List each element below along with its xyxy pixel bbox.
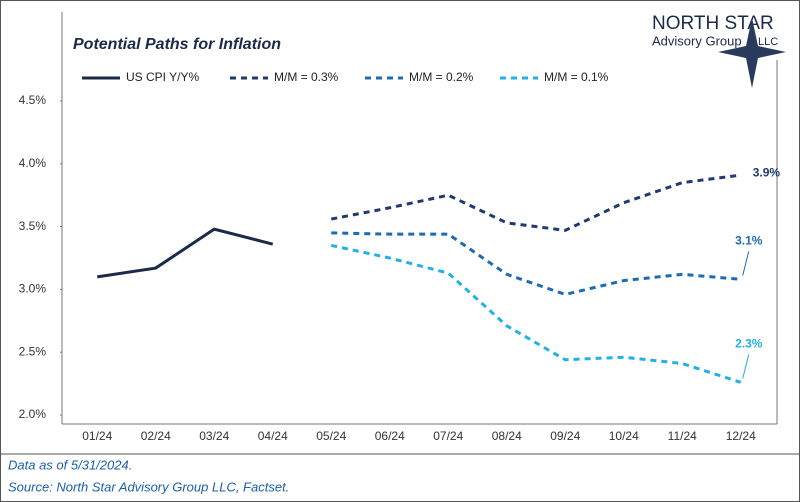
logo-suffix: LLC [758,36,778,48]
legend-label: M/M = 0.3% [274,70,339,84]
x-tick-label: 06/24 [375,429,405,443]
series-line [330,243,742,384]
series-line [331,231,741,296]
legend-label: M/M = 0.1% [544,70,609,84]
y-tick-label: 2.5% [19,344,47,358]
x-tick-label: 09/24 [550,429,580,443]
logo-subtitle: Advisory Group [652,33,742,48]
data-label: 3.9% [753,165,781,179]
y-tick-label: 2.0% [19,407,47,421]
series-line [330,173,741,232]
x-tick-label: 11/24 [668,429,697,443]
legend-label: M/M = 0.2% [409,70,474,84]
x-tick-label: 08/24 [492,429,522,443]
logo-star [718,18,786,88]
chart-title: Potential Paths for Inflation [73,36,281,53]
logo-name: NORTH STAR [652,13,774,34]
x-tick-label: 12/24 [726,429,756,443]
x-tick-label: 02/24 [141,429,171,443]
logo: NORTH STAR Advisory Group LLC [652,13,786,88]
footnote: Data as of 5/31/2024. [8,457,132,472]
leader-line [742,354,750,379]
x-tick-label: 03/24 [199,429,229,443]
footnote: Source: North Star Advisory Group LLC, F… [8,479,289,494]
data-label: 3.1% [735,234,763,248]
y-tick-label: 3.5% [19,219,47,233]
x-tick-label: 05/24 [316,429,346,443]
x-tick-label: 10/24 [609,429,639,443]
data-label: 2.3% [735,337,763,351]
leader-line [742,251,750,276]
legend-label: US CPI Y/Y% [126,70,199,84]
y-tick-label: 4.0% [19,156,47,170]
x-tick-label: 07/24 [433,429,463,443]
y-tick-label: 4.5% [19,93,47,107]
x-tick-label: 04/24 [258,429,288,443]
x-tick-label: 01/24 [82,429,112,443]
series-line [97,227,274,279]
y-tick-label: 3.0% [19,282,47,296]
